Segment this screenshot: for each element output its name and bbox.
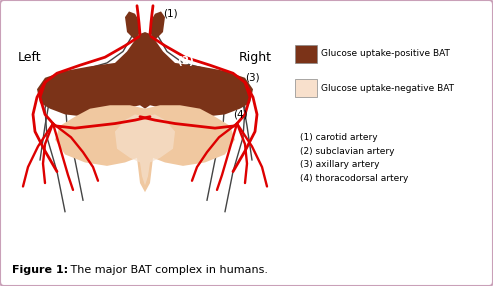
Text: (1): (1) bbox=[163, 9, 177, 19]
Text: Glucose uptake-positive BAT: Glucose uptake-positive BAT bbox=[321, 49, 450, 58]
Text: (1) carotid artery: (1) carotid artery bbox=[300, 133, 378, 142]
Bar bbox=[295, 45, 317, 63]
Text: (2): (2) bbox=[177, 56, 194, 65]
Text: Glucose uptake-negative BAT: Glucose uptake-negative BAT bbox=[321, 84, 454, 93]
Text: (3): (3) bbox=[245, 73, 260, 83]
Text: (4) thoracodorsal artery: (4) thoracodorsal artery bbox=[300, 174, 408, 183]
Polygon shape bbox=[55, 105, 235, 192]
Text: (4): (4) bbox=[233, 110, 247, 119]
Text: Right: Right bbox=[239, 51, 272, 64]
Text: (2) subclavian artery: (2) subclavian artery bbox=[300, 146, 394, 156]
Bar bbox=[295, 79, 317, 97]
Text: The major BAT complex in humans.: The major BAT complex in humans. bbox=[67, 265, 268, 275]
Polygon shape bbox=[115, 114, 175, 185]
Polygon shape bbox=[125, 11, 139, 40]
Polygon shape bbox=[151, 11, 165, 40]
Text: (3) axillary artery: (3) axillary artery bbox=[300, 160, 380, 169]
Text: Left: Left bbox=[18, 51, 42, 64]
Polygon shape bbox=[37, 32, 253, 117]
Text: Figure 1:: Figure 1: bbox=[12, 265, 68, 275]
